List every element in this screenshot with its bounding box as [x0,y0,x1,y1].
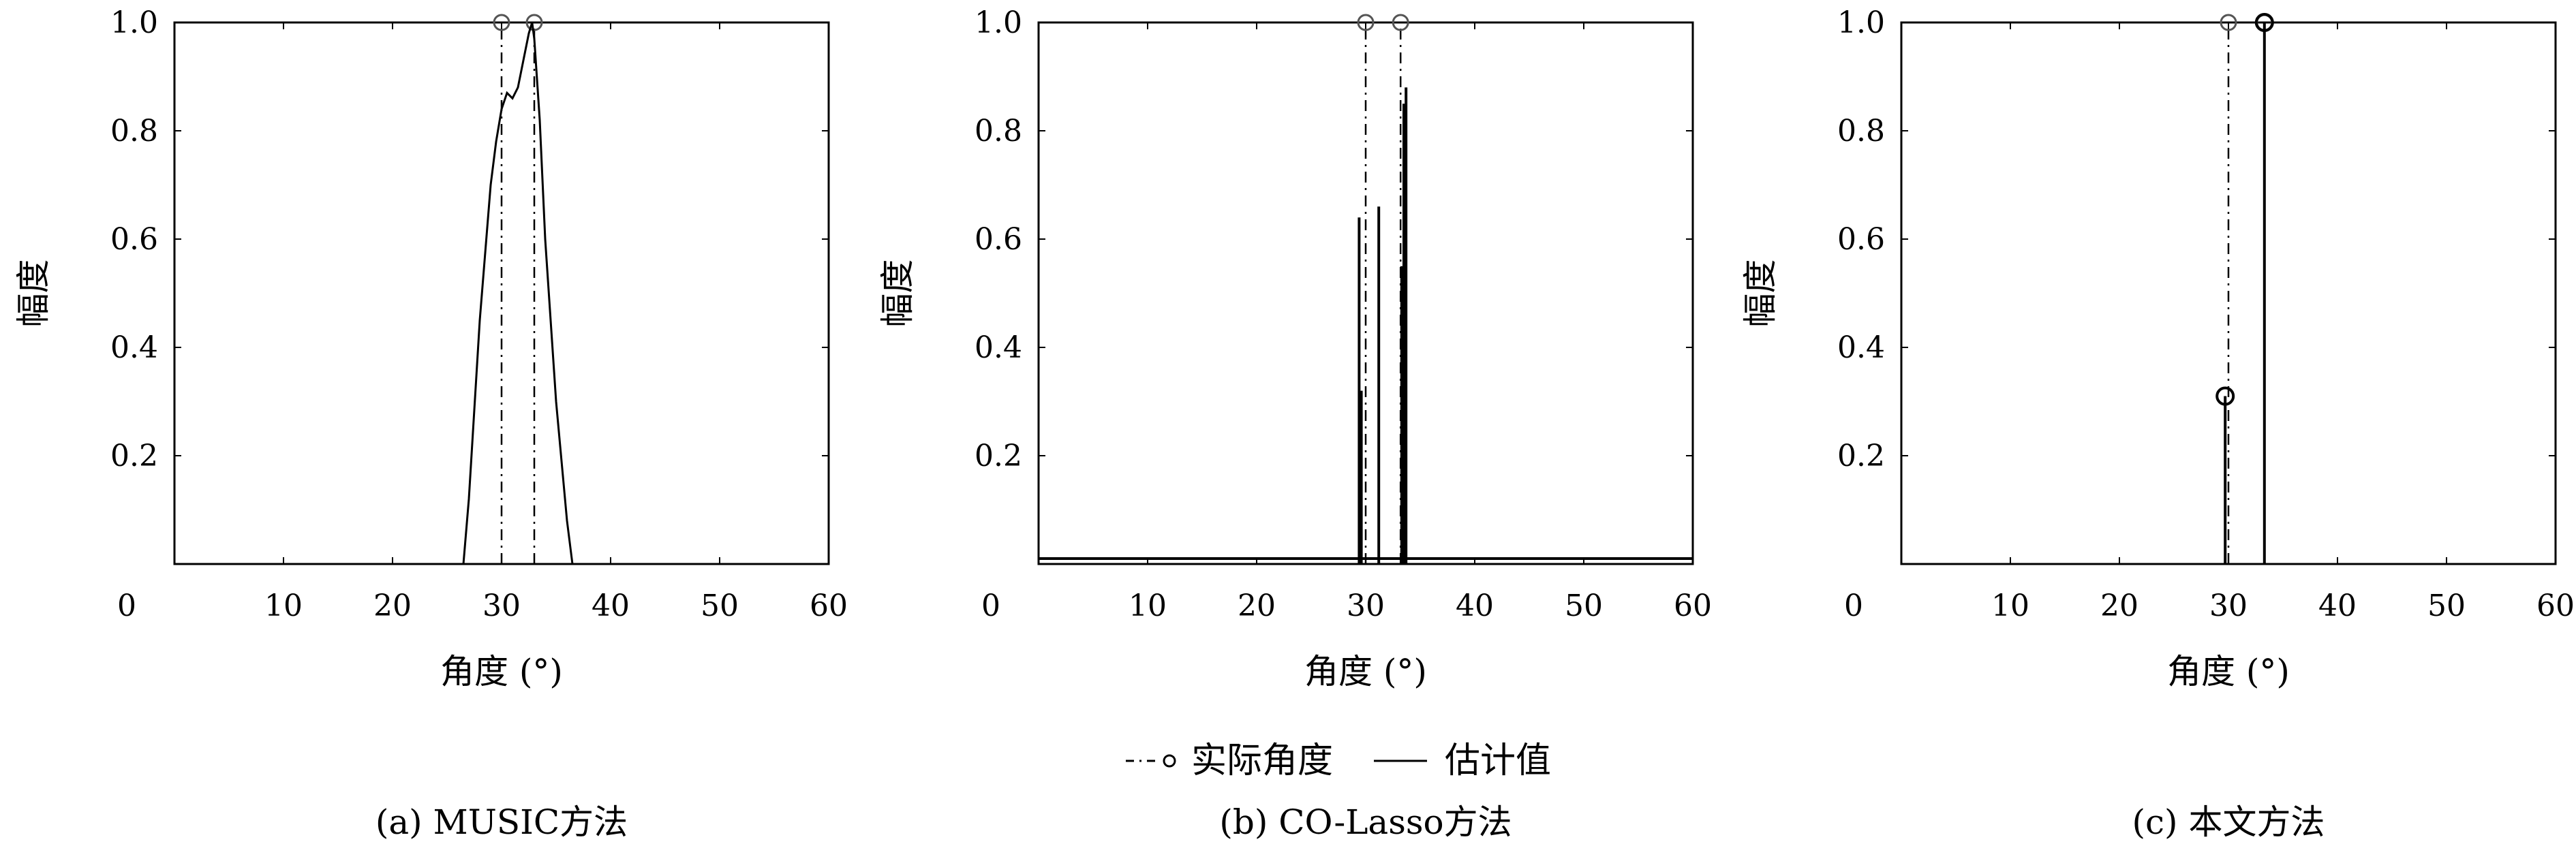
y-tick-label: 0.6 [1837,222,1885,257]
y-tick-label: 0.8 [975,114,1022,148]
x-tick-label: 10 [1129,589,1167,623]
x-tick-label: 20 [1238,589,1276,623]
y-tick-label: 0.8 [110,114,158,148]
y-tick-label: 0.6 [110,222,158,257]
y-tick-label: 0.4 [1837,330,1885,365]
x-tick-label: 60 [810,589,848,623]
x-tick-label: 0 [117,589,136,623]
actual-angle-marker [1392,14,1409,31]
x-tick-label: 0 [981,589,1000,623]
x-tick-label: 20 [2100,589,2138,623]
x-tick-label: 50 [2427,589,2466,623]
estimate-curve [462,22,574,565]
y-axis-label: 幅度 [1741,260,1780,328]
x-tick-label: 30 [1347,589,1385,623]
x-axis-label: 角度 (°) [2167,652,2290,691]
x-tick-label: 50 [701,589,739,623]
x-tick-label: 40 [1456,589,1494,623]
y-tick-label: 0.2 [110,439,158,473]
y-tick-label: 0.4 [975,330,1022,365]
y-tick-label: 0.4 [110,330,158,365]
actual-angle-marker [1357,14,1375,31]
legend-estimate-label: 估计值 [1445,740,1551,781]
x-tick-label: 0 [1844,589,1863,623]
y-tick-label: 0.6 [975,222,1022,257]
y-tick-label: 1.0 [110,5,158,40]
chart-panel-1: 0 10 20 30 40 50 60 0.2 0.4 0.6 0.8 1.0 角度 (°) 幅度 (a) … [14,5,848,842]
x-tick-label: 60 [1674,589,1712,623]
subfigure-caption: (c) 本文方法 [2132,802,2325,842]
legend-actual-label: 实际角度 [1191,740,1333,781]
y-axis-label: 幅度 [14,260,53,328]
x-tick-label: 20 [373,589,412,623]
chart-panel-2: 0 10 20 30 40 50 60 0.2 0.4 0.6 0.8 1.0 角度 (°) 幅度 (b) … [878,5,1712,842]
estimate-marker [2215,386,2235,406]
x-tick-label: 30 [482,589,521,623]
y-tick-label: 1.0 [1837,5,1885,40]
y-tick-label: 0.2 [1837,439,1885,473]
y-tick-label: 0.8 [1837,114,1885,148]
legend-actual-marker [1163,754,1176,768]
y-tick-label: 0.2 [975,439,1022,473]
subfigure-caption: (b) CO-Lasso方法 [1219,802,1512,842]
x-axis-label: 角度 (°) [440,652,563,691]
actual-angle-marker [525,14,543,31]
chart-panel-3: 0 10 20 30 40 50 60 0.2 0.4 0.6 0.8 1.0 角度 (°) 幅度 (c) … [1741,5,2575,842]
x-tick-label: 60 [2536,589,2575,623]
x-tick-label: 40 [2318,589,2357,623]
actual-angle-marker [2220,14,2237,31]
x-tick-label: 40 [592,589,630,623]
x-tick-label: 10 [264,589,303,623]
actual-angle-marker [493,14,510,31]
x-tick-label: 10 [1991,589,2029,623]
y-tick-label: 1.0 [975,5,1022,40]
x-tick-label: 50 [1565,589,1603,623]
subfigure-caption: (a) MUSIC方法 [375,802,628,842]
x-tick-label: 30 [2209,589,2248,623]
legend: 实际角度 估计值 [1126,740,1551,781]
y-axis-label: 幅度 [878,260,917,328]
estimate-marker [2254,13,2274,32]
x-axis-label: 角度 (°) [1304,652,1427,691]
